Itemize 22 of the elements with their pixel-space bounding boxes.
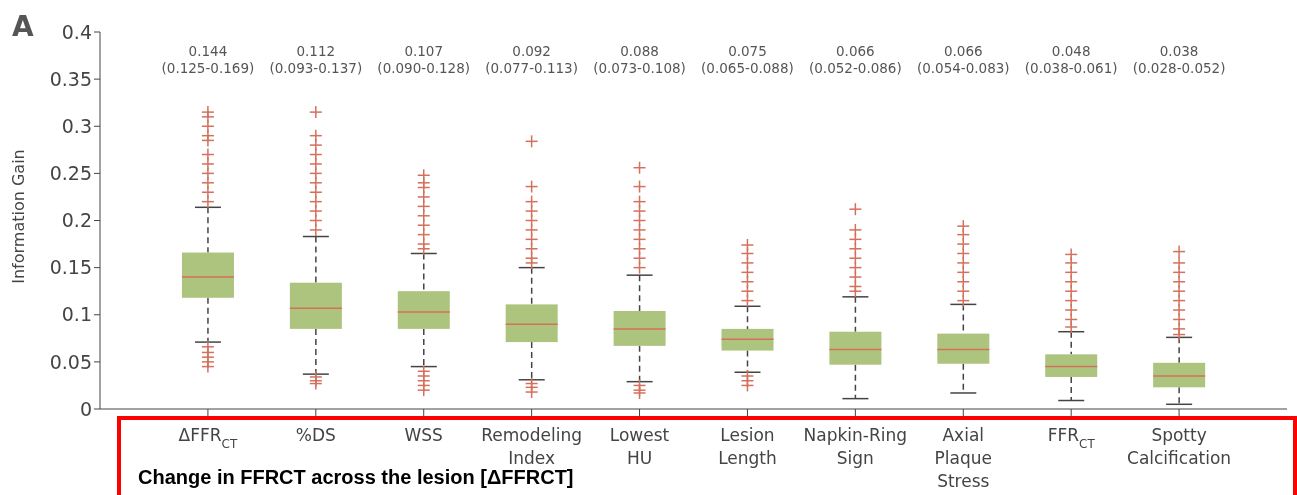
x-tick-label: Axial Plaque Stress — [934, 425, 992, 491]
x-tick-label: ΔFFR$_{CT}$ — [178, 425, 238, 451]
text: Change in FFRCT across the lesion [ΔFFRCT] — [138, 466, 574, 489]
x-tick-label: WSS — [404, 425, 443, 445]
x-tick-label: %DS — [295, 425, 336, 445]
y-tick-label: 0.35 — [49, 67, 92, 90]
y-axis-title: Information Gain — [8, 149, 28, 284]
y-tick-label: 0 — [79, 397, 92, 420]
x-tick-label: Lesion Length — [718, 425, 777, 468]
y-tick-label: 0.25 — [49, 162, 92, 185]
x-tick-label: Lowest HU — [609, 425, 670, 468]
x-tick-label: Spotty Calcification — [1127, 425, 1232, 468]
y-tick-label: 0.4 — [61, 20, 92, 43]
y-tick-label: 0.3 — [61, 115, 92, 137]
x-tick-label: Remodeling Index — [481, 425, 582, 468]
y-tick-label: 0.15 — [49, 256, 92, 279]
y-tick-label: 0.05 — [49, 350, 92, 373]
y-tick-label: 0.1 — [61, 303, 92, 326]
x-tick-label: FFR$_{CT}$ — [1047, 425, 1096, 451]
y-tick-label: 0.2 — [61, 209, 92, 232]
x-tick-label: Napkin-Ring Sign — [803, 425, 908, 468]
text: A — [12, 10, 34, 43]
